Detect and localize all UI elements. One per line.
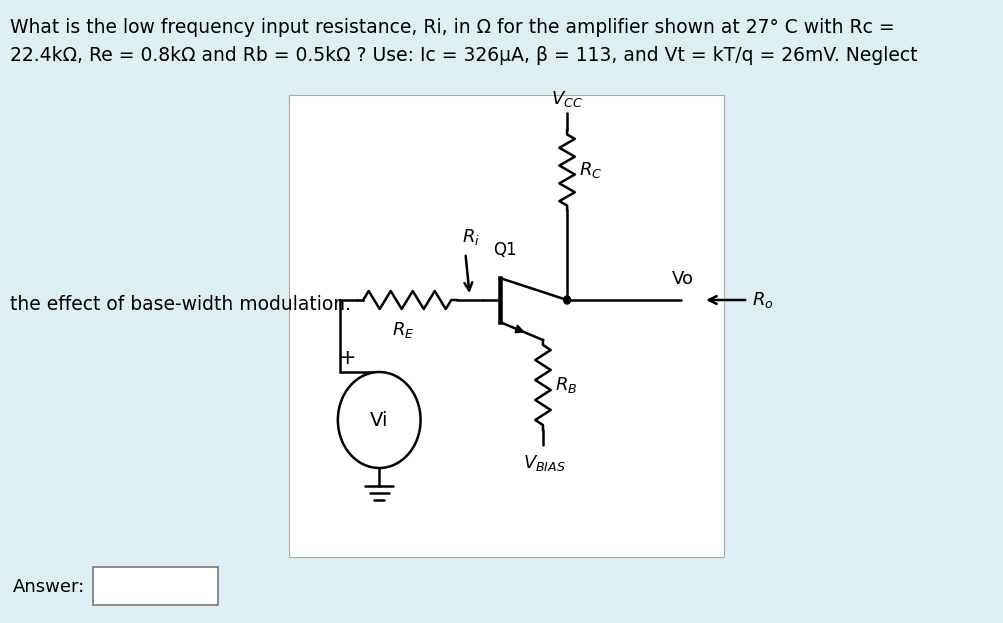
Text: $R_o$: $R_o$ [751,290,772,310]
Polygon shape [515,325,523,333]
Text: $V_{BIAS}$: $V_{BIAS}$ [523,453,566,473]
Bar [289,95,723,557]
Text: What is the low frequency input resistance, Ri, in Ω for the amplifier shown at : What is the low frequency input resistan… [10,18,894,37]
Text: $R_E$: $R_E$ [391,320,413,340]
Circle shape [563,296,570,304]
Text: $V_{CC}$: $V_{CC}$ [551,89,583,109]
Text: Vi: Vi [369,411,388,429]
Text: $R_B$: $R_B$ [555,375,577,395]
Text: Vo: Vo [672,270,693,288]
Circle shape [338,372,420,468]
Text: 22.4kΩ, Re = 0.8kΩ and Rb = 0.5kΩ ? Use: Ic = 326μA, β = 113, and Vt = kT/q = 26: 22.4kΩ, Re = 0.8kΩ and Rb = 0.5kΩ ? Use:… [10,46,917,65]
Text: +: + [338,348,356,368]
Text: Q1: Q1 [492,241,517,259]
Text: the effect of base-width modulation.: the effect of base-width modulation. [10,295,351,315]
Bar [93,567,218,605]
Text: $R_C$: $R_C$ [579,160,602,180]
Text: Answer:: Answer: [13,578,85,596]
Text: $R_i$: $R_i$ [461,227,479,247]
